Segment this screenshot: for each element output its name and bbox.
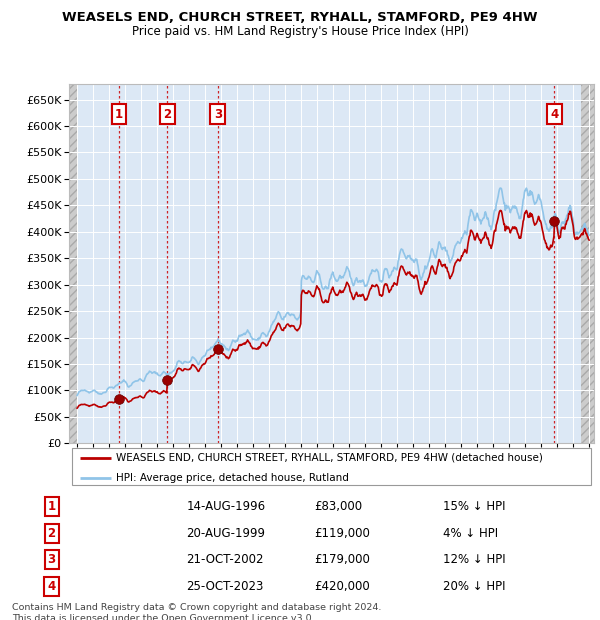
Text: £179,000: £179,000: [314, 554, 371, 567]
Text: 15% ↓ HPI: 15% ↓ HPI: [443, 500, 505, 513]
Text: 25-OCT-2023: 25-OCT-2023: [187, 580, 264, 593]
Text: WEASELS END, CHURCH STREET, RYHALL, STAMFORD, PE9 4HW: WEASELS END, CHURCH STREET, RYHALL, STAM…: [62, 11, 538, 24]
FancyBboxPatch shape: [71, 448, 592, 485]
Text: 21-OCT-2002: 21-OCT-2002: [187, 554, 264, 567]
Bar: [581, 84, 594, 443]
Text: 3: 3: [47, 554, 56, 567]
Text: £83,000: £83,000: [314, 500, 363, 513]
Text: 4% ↓ HPI: 4% ↓ HPI: [443, 526, 498, 539]
Text: £119,000: £119,000: [314, 526, 371, 539]
Text: £420,000: £420,000: [314, 580, 370, 593]
Text: 20-AUG-1999: 20-AUG-1999: [187, 526, 266, 539]
Bar: [69, 84, 77, 443]
Text: 2: 2: [47, 526, 56, 539]
Text: 1: 1: [115, 108, 123, 121]
Text: Price paid vs. HM Land Registry's House Price Index (HPI): Price paid vs. HM Land Registry's House …: [131, 25, 469, 38]
Text: 4: 4: [550, 108, 559, 121]
Text: 14-AUG-1996: 14-AUG-1996: [187, 500, 266, 513]
Text: 3: 3: [214, 108, 222, 121]
Text: 12% ↓ HPI: 12% ↓ HPI: [443, 554, 505, 567]
Text: 2: 2: [163, 108, 171, 121]
Text: HPI: Average price, detached house, Rutland: HPI: Average price, detached house, Rutl…: [116, 473, 349, 483]
Text: WEASELS END, CHURCH STREET, RYHALL, STAMFORD, PE9 4HW (detached house): WEASELS END, CHURCH STREET, RYHALL, STAM…: [116, 453, 543, 463]
Text: 20% ↓ HPI: 20% ↓ HPI: [443, 580, 505, 593]
Text: 1: 1: [47, 500, 56, 513]
Text: 4: 4: [47, 580, 56, 593]
Text: Contains HM Land Registry data © Crown copyright and database right 2024.
This d: Contains HM Land Registry data © Crown c…: [12, 603, 382, 620]
